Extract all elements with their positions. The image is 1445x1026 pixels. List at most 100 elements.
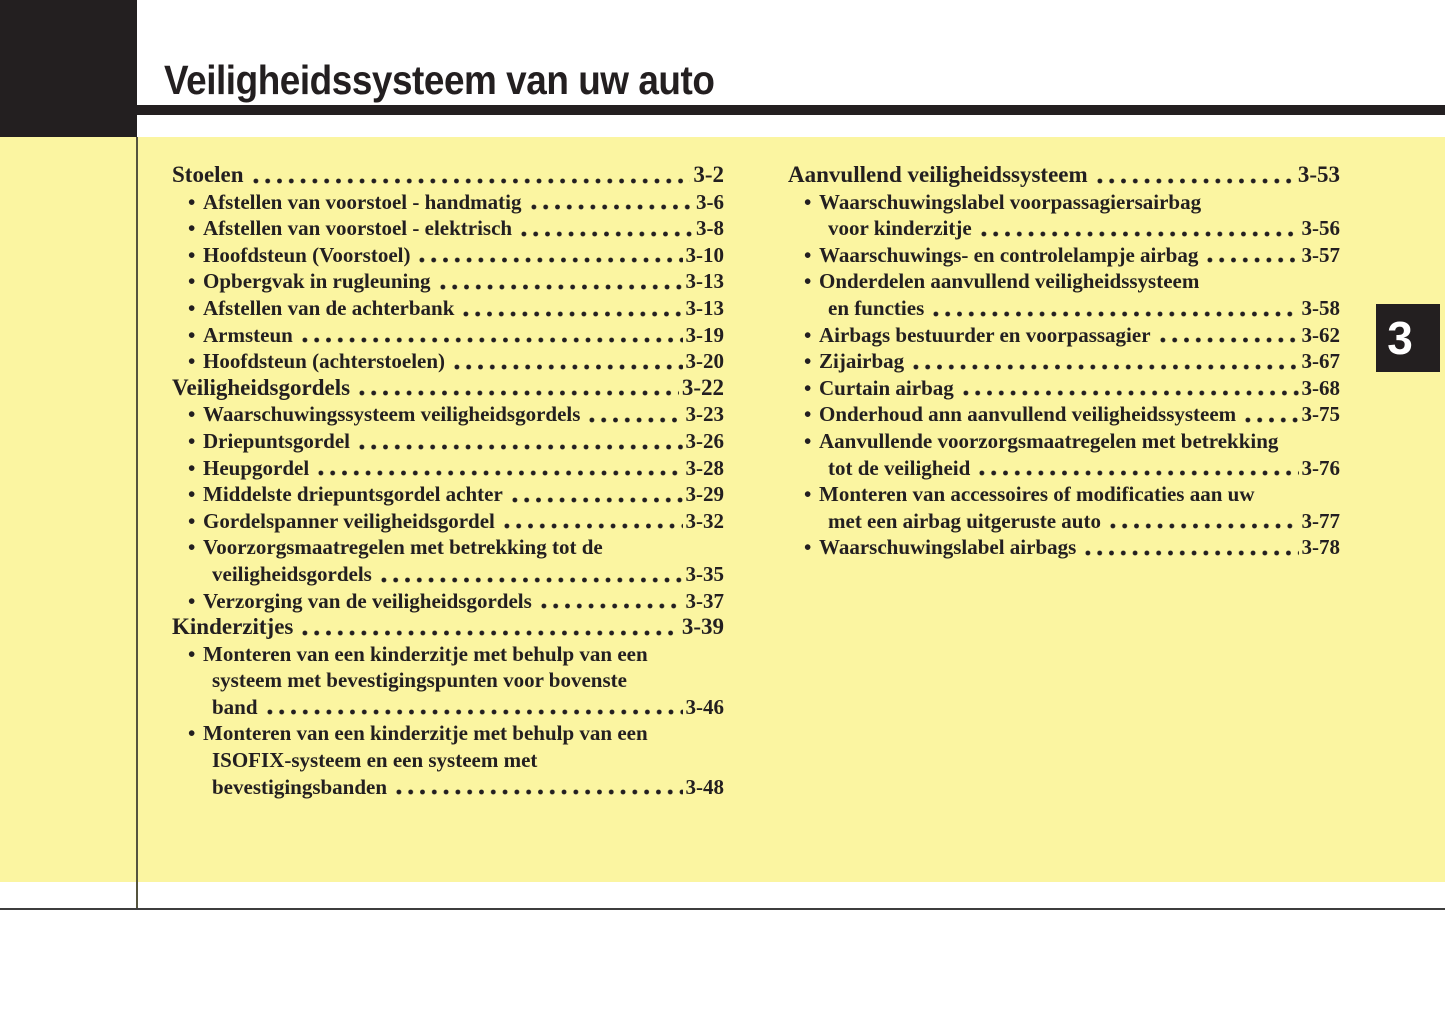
toc-section-title: Kinderzitjes [172,614,294,640]
toc-entry-label: Opbergvak in rugleuning [203,269,431,294]
toc-entry-page: 3-75 [1301,402,1341,427]
toc-section-page: 3-39 [681,614,724,640]
bullet-icon: • [804,535,812,560]
bullet-icon: • [804,322,812,347]
toc-entry-page: 3-76 [1301,455,1341,480]
toc-entry-page: 3-23 [685,402,725,427]
toc-entry-label: Aanvullende voorzorgsmaatregelen met bet… [819,428,1279,453]
toc-entry-page: 3-13 [685,295,725,320]
toc-entry-continuation: systeem met bevestigingspunten voor bove… [172,667,724,694]
toc-entry-label: Onderhoud ann aanvullend veiligheidssyst… [819,402,1237,427]
dot-leader [263,693,683,721]
bullet-icon: • [804,428,812,453]
page-title: Veiligheidssysteem van uw auto [164,57,715,103]
dot-leader [508,481,683,508]
toc-entry-continuation: band 3-46 [172,693,724,721]
bullet-icon: • [804,402,812,427]
dot-leader [436,268,683,295]
toc-entry-label: Curtain airbag [819,375,954,400]
toc-entry-page: 3-78 [1301,535,1341,560]
toc-section-kinderzitjes: Kinderzitjes 3-39 [172,614,724,641]
dot-leader [299,614,679,641]
bullet-icon: • [188,349,196,374]
dot-leader [377,560,683,588]
toc-entry-label: Armsteun [203,322,293,347]
toc-entry-page: 3-62 [1301,322,1341,347]
toc-entry-label: band [212,694,258,719]
dot-leader [930,294,1299,322]
toc-entry-label: Hoofdsteun (Voorstoel) [203,242,411,267]
toc-entry-page: 3-8 [696,216,724,241]
dot-leader [1156,321,1299,349]
toc-entry-label: voor kinderzitje [828,216,972,241]
toc-entry-label: Driepuntsgordel [203,428,350,453]
toc-entry-label: tot de veiligheid [828,455,971,480]
toc-entry-label: Afstellen van voorstoel - handmatig [203,189,522,214]
toc-entry: • Waarschuwings- en controlelampje airba… [788,241,1340,269]
chapter-tab: 3 [1376,304,1440,372]
dot-leader [315,454,683,482]
toc-entry: • Waarschuwingslabel airbags 3-78 [788,534,1340,561]
toc-entry-label: bevestigingsbanden [212,774,388,799]
toc-entry: • Hoofdsteun (achterstoelen) 3-20 [172,348,724,375]
toc-entry-label: Waarschuwingssysteem veiligheidsgordels [203,402,581,427]
toc-entry-continuation: veiligheidsgordels 3-35 [172,560,725,588]
toc-entry: • Waarschuwingssysteem veiligheidsgordel… [172,401,724,428]
toc-entry-label: systeem met bevestigingspunten voor bove… [212,668,627,693]
bullet-icon: • [188,402,196,427]
toc-entry: • Armsteun 3-19 [172,321,724,349]
toc-entry: • Monteren van accessoires of modificati… [788,481,1340,508]
toc-entry-page: 3-48 [685,774,725,799]
toc-entry: • Voorzorgsmaatregelen met betrekking to… [172,534,724,561]
bullet-icon: • [188,535,196,560]
bullet-icon: • [188,269,196,294]
bullet-icon: • [188,322,196,347]
bullet-icon: • [188,189,196,214]
toc-entry-continuation: bevestigingsbanden 3-48 [172,773,725,801]
toc-entry-page: 3-32 [685,508,725,533]
dot-leader [910,348,1299,375]
toc-section-title: Stoelen [172,162,244,187]
toc-entry: • Monteren van een kinderzitje met behul… [172,720,724,747]
toc-section-page: 3-2 [693,162,724,187]
chapter-number: 3 [1387,312,1413,364]
dot-leader [249,162,691,189]
toc-entry: • Airbags bestuurder en voorpassagier 3-… [788,321,1341,349]
dot-leader [416,241,683,269]
dot-leader [537,587,683,615]
dot-leader [356,374,679,402]
toc-entry-page: 3-35 [685,561,725,586]
toc-entry-label: Waarschuwingslabel voorpassagiersairbag [819,189,1202,214]
bullet-icon: • [804,375,812,400]
toc-entry-label: Onderdelen aanvullend veiligheidssysteem [819,269,1200,294]
toc-entry-label: en functies [828,295,925,320]
toc-entry: • Monteren van een kinderzitje met behul… [172,641,724,668]
dot-leader [1106,507,1299,535]
dot-leader [586,401,683,428]
bullet-icon: • [188,242,196,267]
toc-entry-page: 3-26 [685,428,725,453]
title-rule [137,105,1445,115]
toc-entry-continuation: voor kinderzitje 3-56 [788,215,1340,242]
toc-entry-page: 3-68 [1301,375,1341,400]
toc-entry: • Waarschuwingslabel voorpassagiersairba… [788,189,1340,216]
bullet-icon: • [804,482,812,507]
toc-entry: • Onderhoud ann aanvullend veiligheidssy… [788,401,1340,428]
header-corner-block [0,0,137,137]
toc-section-veiligheidsgordels: Veiligheidsgordels 3-22 [172,374,724,402]
bullet-icon: • [804,349,812,374]
toc-entry: • Onderdelen aanvullend veiligheidssyste… [788,268,1340,295]
toc-entry: • Verzorging van de veiligheidsgordels 3… [172,587,724,615]
toc-entry-label: Monteren van een kinderzitje met behulp … [203,721,648,746]
bullet-icon: • [188,482,196,507]
toc-entry-label: Hoofdsteun (achterstoelen) [203,349,446,374]
toc-entry-label: Afstellen van voorstoel - elektrisch [203,216,513,241]
toc-entry: • Zijairbag 3-67 [788,348,1340,375]
bullet-icon: • [188,455,196,480]
bullet-icon: • [188,641,196,666]
dot-leader [959,374,1299,402]
bullet-icon: • [188,508,196,533]
toc-entry-page: 3-10 [685,242,725,267]
toc-right-column: Aanvullend veiligheidssysteem 3-53 • Waa… [788,162,1340,561]
toc-entry: • Hoofdsteun (Voorstoel) 3-10 [172,241,725,269]
